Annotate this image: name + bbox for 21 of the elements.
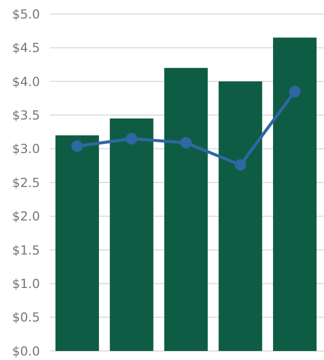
y-tick-label: $1.0 (12, 276, 40, 291)
point (71, 140, 83, 152)
y-tick-label: $1.5 (12, 242, 40, 258)
y-tick-label: $3.5 (12, 107, 40, 122)
point (126, 132, 138, 144)
bar (164, 68, 208, 351)
y-tick-label: $4.5 (12, 40, 40, 56)
y-tick-label: $5.0 (12, 6, 40, 22)
bar (55, 135, 99, 351)
y-tick-label: $0.5 (12, 310, 40, 325)
bar (110, 118, 154, 351)
bar (273, 38, 317, 351)
bar (218, 81, 262, 351)
point (289, 86, 301, 98)
y-tick-label: $3.0 (12, 141, 40, 156)
y-tick-label: $4.0 (12, 74, 40, 89)
y-tick-label: $2.5 (12, 174, 40, 190)
y-tick-label: $2.0 (12, 208, 40, 224)
y-tick-label: $0.0 (12, 343, 40, 358)
point (234, 159, 246, 171)
point (180, 136, 192, 148)
